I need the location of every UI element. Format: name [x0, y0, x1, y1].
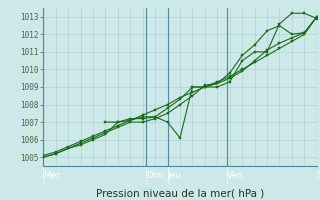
- Text: Ven: Ven: [227, 171, 243, 180]
- Text: Sam: Sam: [317, 171, 320, 180]
- Text: Jeu: Jeu: [168, 171, 182, 180]
- Text: Mer: Mer: [43, 171, 60, 180]
- Text: Pression niveau de la mer( hPa ): Pression niveau de la mer( hPa ): [96, 188, 264, 198]
- Text: Dim: Dim: [146, 171, 164, 180]
